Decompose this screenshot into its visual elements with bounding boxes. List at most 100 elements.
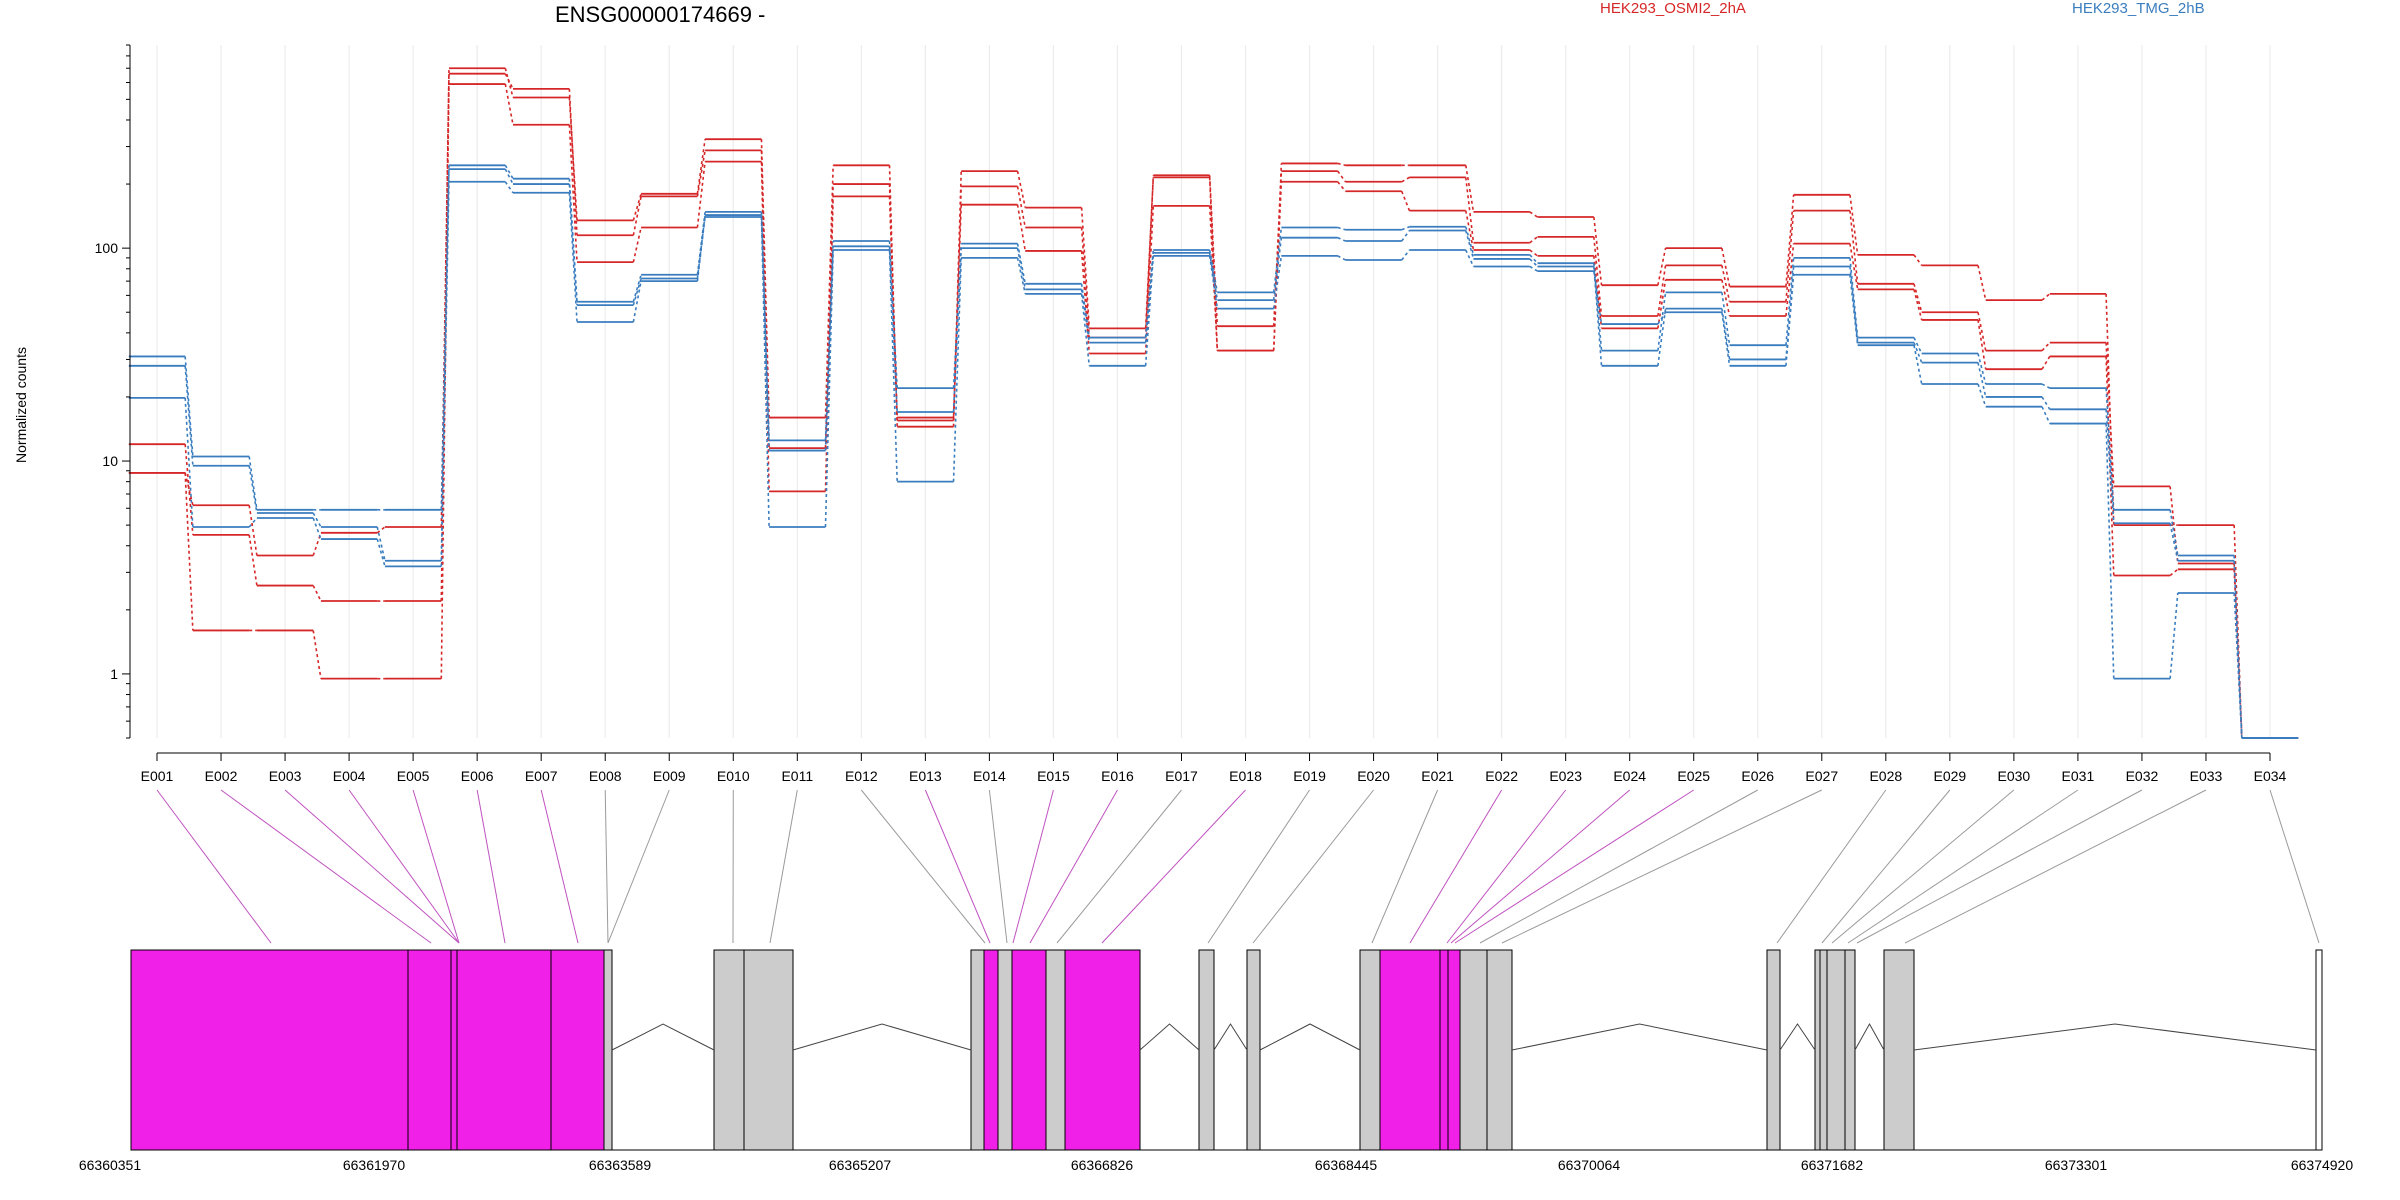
series-3-connector-7 [568, 124, 578, 263]
connector-e008 [604, 789, 609, 944]
series-4-connector-32 [2169, 509, 2179, 556]
gene-model: 66360351 66361970 66363589 66365207 66366826… [79, 949, 2354, 1173]
series-2-connector-30 [2041, 342, 2051, 352]
series-6-connector-30 [2041, 406, 2051, 424]
series-6-connector-14 [1016, 257, 1027, 295]
series-1-connector-19 [1337, 162, 1346, 167]
coordinate-label: 66373301 [2045, 1157, 2108, 1173]
intron-8 [1854, 1022, 1885, 1051]
series-1-connector-8 [632, 193, 642, 221]
connector-e016 [1029, 789, 1118, 944]
connector-e011 [769, 789, 798, 944]
series-5-connector-1 [184, 365, 194, 466]
series-3-connector-1 [184, 472, 194, 631]
y-axis-label: Normalized counts [13, 347, 29, 463]
connector-e029 [1821, 789, 1951, 944]
connector-e028 [1776, 789, 1887, 944]
exon-block-3 [450, 949, 458, 1151]
exon-block-1 [130, 949, 409, 1151]
exon-block-12 [1011, 949, 1047, 1151]
exon-block-27 [1844, 949, 1856, 1151]
series-1-connector-7 [568, 97, 578, 221]
series-4-connector-29 [1977, 353, 1987, 385]
series-5-connector-7 [568, 184, 578, 306]
intron-7 [1779, 1023, 1816, 1051]
connector-e025 [1454, 789, 1694, 944]
series-1-connector-16 [1144, 177, 1155, 329]
series-5-connector-12 [888, 246, 898, 413]
x-tick-label-e012: E012 [845, 768, 878, 784]
series-6-connector-29 [1977, 383, 1987, 407]
series-3-connector-19 [1337, 181, 1347, 192]
series-1 [128, 67, 2299, 739]
series-5-connector-24 [1657, 308, 1667, 366]
series-6-connector-6 [504, 181, 514, 194]
series-3-connector-20 [1401, 190, 1411, 211]
coordinate-label: 66363589 [589, 1157, 652, 1173]
series-6-connector-20 [1401, 249, 1411, 261]
series-4-connector-14 [1016, 243, 1027, 284]
connector-e006 [476, 789, 506, 944]
x-tick-label-e005: E005 [397, 768, 430, 784]
series-2-connector-6 [504, 73, 514, 90]
coordinate-label: 66374920 [2291, 1157, 2354, 1173]
x-tick-label-e018: E018 [1229, 768, 1262, 784]
series-4-connector-25 [1721, 292, 1731, 346]
series-5-connector-17 [1208, 252, 1219, 301]
series-2-connector-28 [1913, 283, 1923, 313]
series-6-connector-31 [2105, 423, 2115, 679]
series-6-connector-15 [1080, 293, 1091, 366]
series-3-connector-32 [2169, 568, 2179, 577]
x-tick-label-e016: E016 [1101, 768, 1134, 784]
series-2-connector-27 [1849, 210, 1859, 284]
series-3-connector-9 [696, 161, 706, 228]
series-6-connector-32 [2169, 592, 2179, 679]
exon-block-6 [603, 949, 613, 1151]
series-3-connector-15 [1080, 250, 1091, 354]
connector-e018 [1101, 789, 1246, 944]
series-3-connector-25 [1721, 279, 1731, 317]
series-4-connector-24 [1657, 292, 1667, 351]
connector-e022 [1409, 789, 1503, 944]
series-1-connector-27 [1849, 194, 1859, 255]
connector-e001 [156, 789, 272, 944]
exon-block-8 [743, 949, 794, 1151]
x-tick-label-e023: E023 [1549, 768, 1582, 784]
series-2-connector-29 [1977, 312, 1987, 351]
series-1-connector-22 [1529, 211, 1538, 218]
series-5-connector-15 [1080, 289, 1091, 343]
exon-block-23 [1766, 949, 1781, 1151]
intron-5 [1259, 1023, 1361, 1051]
series-6-connector-24 [1657, 311, 1667, 325]
series-6-connector-17 [1208, 255, 1219, 309]
series-5-connector-3 [312, 512, 322, 528]
series-6-connector-16 [1144, 255, 1155, 366]
series-6-connector-28 [1913, 345, 1923, 385]
series-3-connector-5 [440, 84, 450, 679]
series-2-connector-22 [1529, 236, 1538, 244]
connector-e013 [924, 789, 991, 944]
connector-e023 [1446, 789, 1567, 944]
coordinate-label: 66368445 [1315, 1157, 1378, 1173]
y-tick-label: 1 [110, 666, 118, 682]
series-6-connector-18 [1272, 255, 1283, 309]
exon-block-29 [2315, 949, 2323, 1151]
series-2-connector-15 [1080, 227, 1091, 338]
series-3-connector-28 [1913, 289, 1923, 321]
series-2-connector-21 [1464, 177, 1475, 243]
x-tick-label-e022: E022 [1485, 768, 1518, 784]
connector-e021 [1371, 789, 1439, 944]
series-2-connector-4 [376, 526, 386, 534]
exon-block-7 [713, 949, 745, 1151]
series-2-connector-20 [1401, 176, 1410, 183]
exon-block-14 [1064, 949, 1141, 1151]
intron-2 [792, 1023, 972, 1051]
exon-block-4 [456, 949, 552, 1151]
intron-9 [1913, 1023, 2317, 1051]
series-1-connector-28 [1913, 254, 1923, 266]
series-3-connector-26 [1785, 243, 1795, 317]
coordinate-label: 66366826 [1071, 1157, 1134, 1173]
series-6-connector-5 [440, 181, 450, 567]
series-4-connector-23 [1593, 263, 1603, 351]
exon-block-5 [550, 949, 605, 1151]
